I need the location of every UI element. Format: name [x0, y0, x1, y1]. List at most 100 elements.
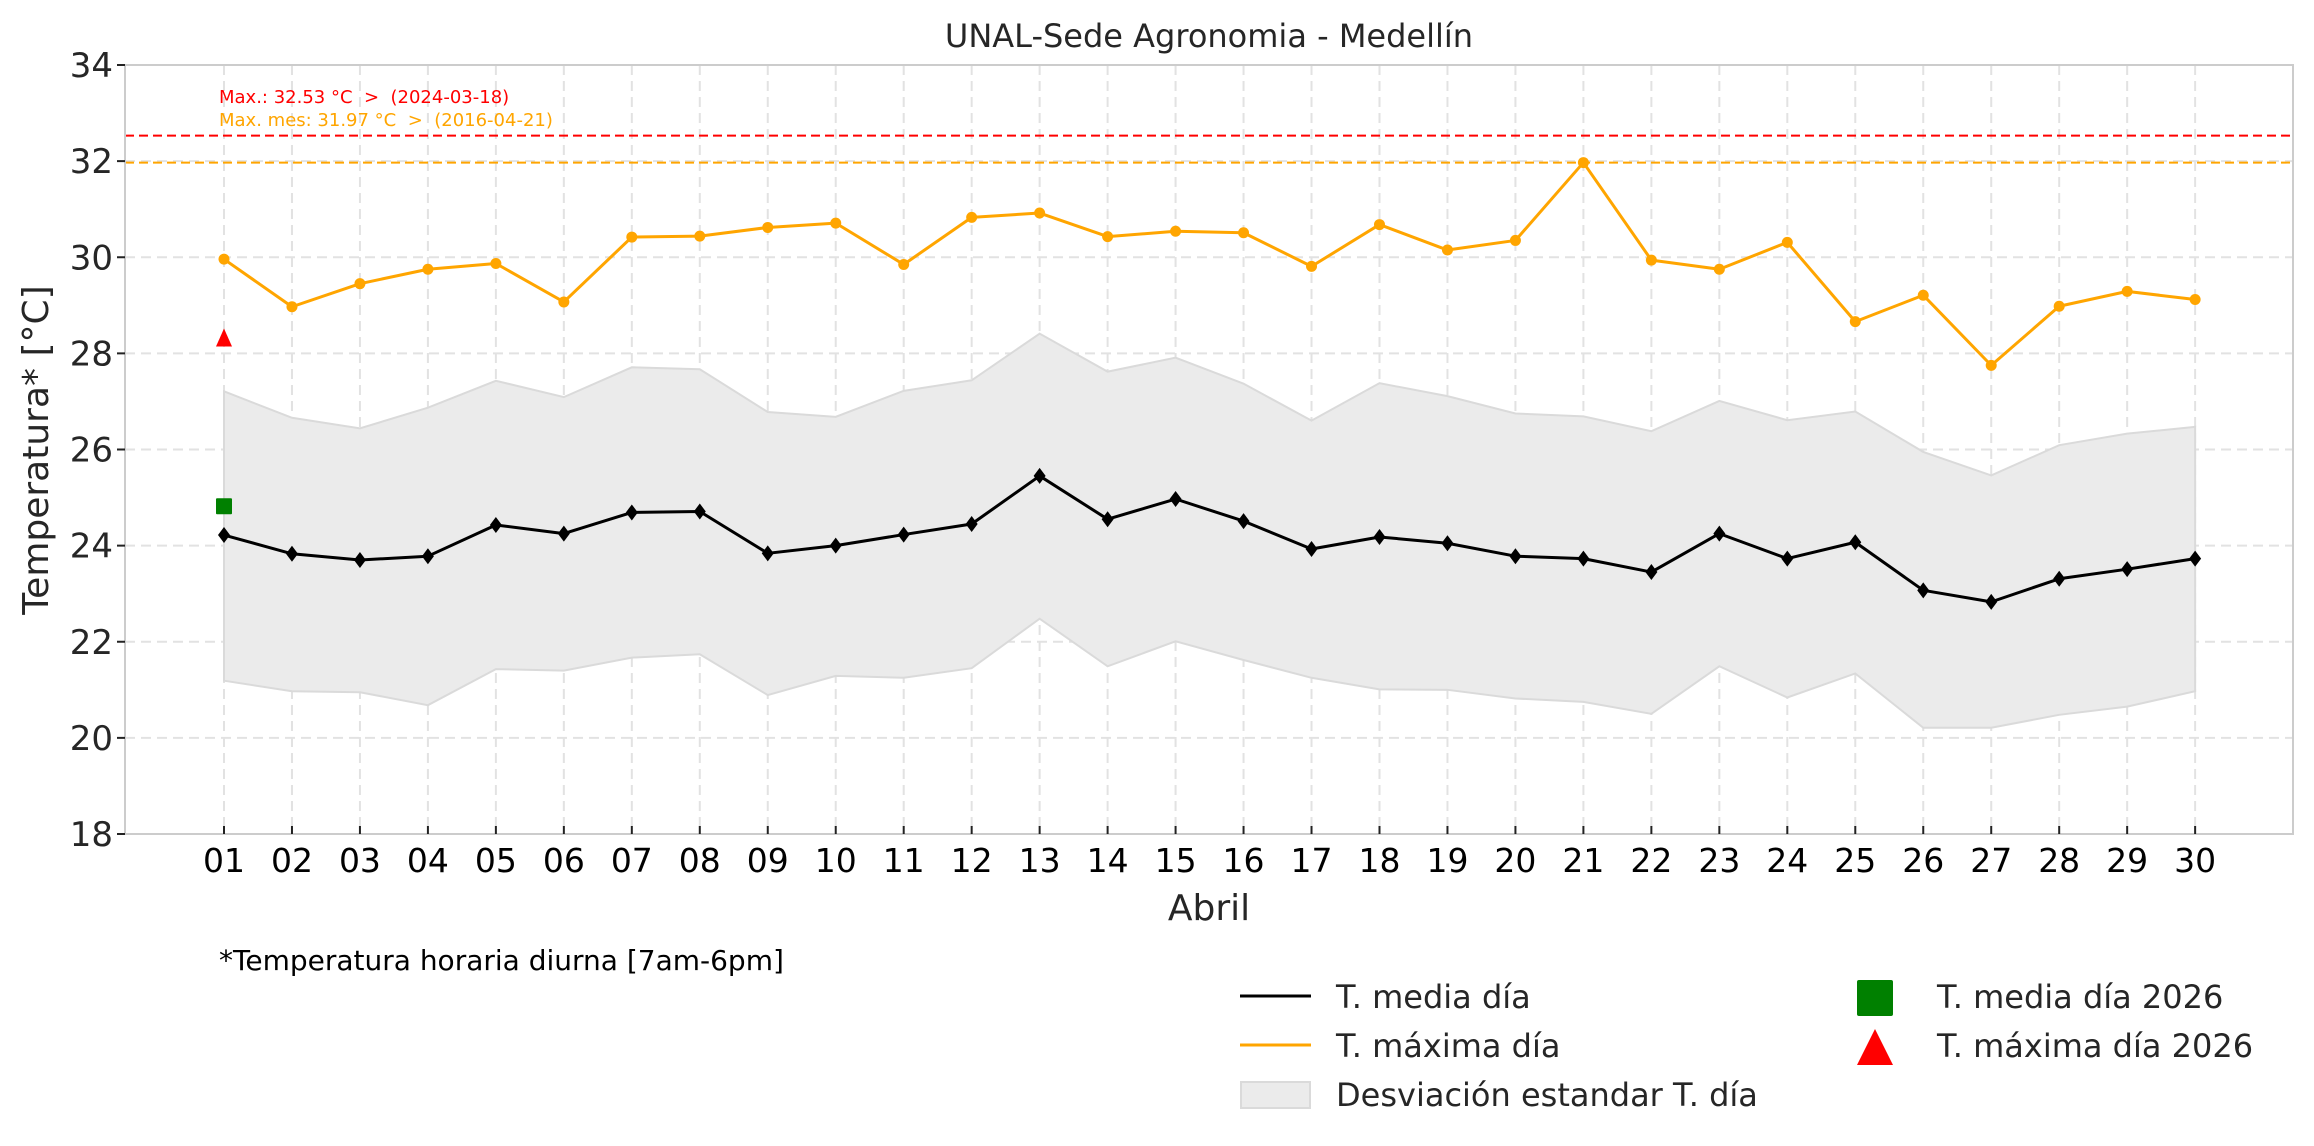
- max-temperature-point: [2053, 300, 2065, 312]
- max-temperature-point: [1781, 236, 1793, 248]
- legend-item-mean-2026[interactable]: T. media día 2026: [1857, 978, 2223, 1016]
- ref-label-max-month: Max. mes: 31.97 °C > (2016-04-21): [219, 110, 553, 131]
- max-temperature-point: [694, 230, 706, 242]
- max-temperature-point: [286, 301, 298, 313]
- x-tick-label: 22: [1630, 841, 1672, 880]
- mean-temperature-point: [285, 545, 298, 562]
- y-tick-label: 24: [70, 527, 113, 567]
- max-temperature-point: [1645, 254, 1657, 266]
- max-2026-point: [216, 328, 232, 347]
- mean-temperature-line: [223, 474, 2196, 604]
- max-temperature-point: [2189, 294, 2201, 306]
- legend: T. media día T. máxima día Desviación es…: [1240, 978, 2253, 1114]
- max-temperature-point: [1985, 359, 1997, 371]
- x-tick-label: 06: [543, 841, 585, 880]
- x-tick-label: 20: [1494, 841, 1536, 880]
- x-axis-label: Abril: [1168, 888, 1250, 929]
- x-tick-label: 10: [815, 841, 857, 880]
- x-tick-label: 17: [1291, 841, 1333, 880]
- y-tick-label: 28: [70, 334, 113, 374]
- x-tick-label: 07: [611, 841, 653, 880]
- x-tick-label: 23: [1698, 841, 1740, 880]
- legend-label: T. máxima día 2026: [1936, 1027, 2253, 1065]
- axis-ticks: 18 20 22 24 26 28 30 32 34 01 02 03 04 05 06 07 08 09 10 11…: [70, 46, 2216, 880]
- mean-temperature-point: [489, 516, 502, 533]
- max-temperature-point: [1713, 263, 1725, 275]
- legend-item-band[interactable]: Desviación estandar T. día: [1240, 1076, 1758, 1114]
- legend-item-mean[interactable]: T. media día: [1240, 978, 1531, 1016]
- mean-temperature-point: [1781, 550, 1794, 567]
- mean-2026-point: [216, 498, 232, 515]
- y-tick-label: 26: [70, 431, 113, 471]
- series: [218, 157, 2202, 610]
- mean-temperature-point: [1849, 534, 1862, 551]
- x-tick-label: 30: [2174, 841, 2216, 880]
- max-temperature-point: [830, 217, 842, 229]
- max-temperature-point: [490, 257, 502, 269]
- mean-temperature-point: [1373, 528, 1386, 545]
- mean-temperature-point: [557, 525, 570, 542]
- chart-title: UNAL-Sede Agronomia - Medellín: [945, 17, 1473, 55]
- x-tick-label: 09: [747, 841, 789, 880]
- mean-temperature-point: [1645, 564, 1658, 581]
- y-tick-label: 30: [70, 238, 113, 278]
- x-tick-label: 29: [2106, 841, 2148, 880]
- mean-temperature-point: [897, 526, 910, 543]
- max-temperature-point: [1373, 219, 1385, 231]
- mean-temperature-point: [625, 504, 638, 521]
- x-tick-label: 24: [1766, 841, 1808, 880]
- max-temperature-point: [898, 258, 910, 270]
- mean-temperature-point: [218, 527, 230, 544]
- mean-temperature-point: [1237, 513, 1250, 530]
- y-tick-label: 20: [70, 719, 113, 759]
- mean-temperature-point: [1509, 548, 1522, 565]
- legend-label: T. máxima día: [1335, 1027, 1560, 1065]
- max-temperature-point: [1170, 225, 1182, 237]
- x-tick-label: 27: [1970, 841, 2012, 880]
- max-temperature-point: [1509, 234, 1521, 246]
- legend-square-icon: [1857, 980, 1893, 1016]
- legend-item-max-2026[interactable]: T. máxima día 2026: [1857, 1027, 2253, 1065]
- max-temperature-point: [218, 253, 230, 265]
- legend-item-max[interactable]: T. máxima día: [1240, 1027, 1560, 1065]
- max-temperature-point: [422, 263, 434, 275]
- x-tick-label: 04: [407, 841, 449, 880]
- max-temperature-point: [1238, 227, 1250, 239]
- y-tick-label: 32: [70, 142, 113, 182]
- mean-temperature-point: [2053, 570, 2066, 587]
- max-temperature-point: [1917, 289, 1929, 301]
- legend-label: Desviación estandar T. día: [1336, 1076, 1758, 1114]
- legend-triangle-icon: [1857, 1029, 1893, 1065]
- max-temperature-point: [1306, 260, 1318, 272]
- mean-temperature-point: [1577, 550, 1590, 567]
- max-temperature-point: [1441, 244, 1453, 256]
- max-temperature-point: [1577, 157, 1589, 169]
- x-tick-label: 19: [1426, 841, 1468, 880]
- x-tick-label: 26: [1902, 841, 1944, 880]
- y-tick-label: 34: [70, 46, 113, 86]
- points-2026: [216, 328, 232, 515]
- max-temperature-point: [1102, 231, 1114, 243]
- max-temperature-point: [762, 221, 774, 233]
- mean-temperature-point: [1033, 467, 1046, 484]
- footnote: *Temperatura horaria diurna [7am-6pm]: [219, 944, 784, 977]
- x-tick-label: 01: [203, 841, 245, 880]
- std-dev-band: [223, 332, 2197, 729]
- max-temperature-point: [2121, 285, 2133, 297]
- mean-temperature-point: [829, 537, 842, 554]
- reference-lines: [125, 134, 2293, 164]
- max-temperature-point: [558, 296, 570, 308]
- mean-temperature-point: [421, 548, 434, 565]
- ref-label-max: Max.: 32.53 °C > (2024-03-18): [219, 87, 509, 108]
- x-tick-label: 21: [1562, 841, 1604, 880]
- mean-temperature-point: [2121, 561, 2134, 578]
- y-axis-label: Temperatura* [°C]: [16, 285, 57, 615]
- x-tick-label: 11: [883, 841, 925, 880]
- x-tick-label: 05: [475, 841, 517, 880]
- y-tick-label: 18: [70, 815, 113, 855]
- x-tick-label: 14: [1087, 841, 1129, 880]
- x-tick-label: 28: [2038, 841, 2080, 880]
- mean-temperature-point: [353, 552, 366, 569]
- mean-temperature-point: [761, 545, 774, 562]
